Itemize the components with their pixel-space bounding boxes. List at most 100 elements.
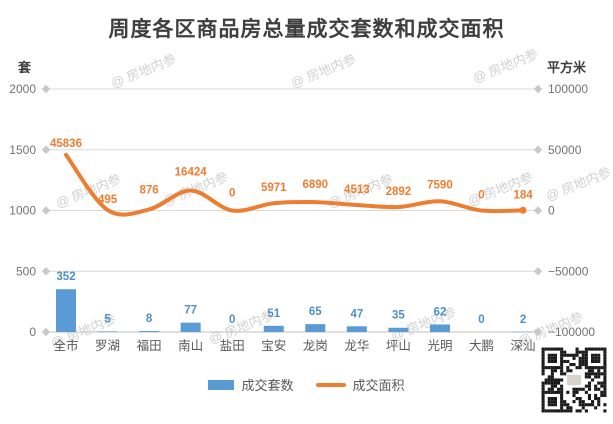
qr-module [560, 400, 564, 404]
qr-module [550, 384, 554, 388]
qr-module [594, 347, 598, 351]
bar-罗湖 [97, 331, 118, 332]
qr-module [584, 372, 588, 376]
qr-module [603, 359, 607, 363]
qr-module [587, 372, 591, 376]
bar-龙华 [346, 326, 367, 332]
qr-module [597, 403, 601, 407]
qr-module [584, 409, 588, 413]
qr-module [600, 393, 604, 397]
qr-module [597, 387, 601, 391]
qr-module [578, 359, 582, 363]
qr-module [544, 409, 548, 413]
qr-module [591, 366, 595, 370]
bar-福田 [139, 331, 160, 332]
qr-module [569, 363, 573, 367]
qr-module [587, 347, 591, 351]
qr-module [560, 359, 564, 363]
qr-module [581, 350, 585, 354]
qr-module [587, 366, 591, 370]
right-axis-tick: −50000 [548, 264, 589, 278]
qr-module [597, 369, 601, 373]
qr-module [563, 403, 567, 407]
line-value-label: 184 [513, 189, 533, 201]
legend-label-units: 成交套数 [241, 378, 294, 393]
category-label: 盐田 [220, 339, 245, 353]
legend-item-units: 成交套数 [208, 375, 294, 394]
bar-南山 [180, 322, 201, 332]
qr-module [553, 359, 557, 363]
line-value-label: 0 [229, 188, 235, 200]
qr-module [603, 384, 607, 388]
qr-module [544, 378, 548, 382]
qr-module [600, 366, 604, 370]
qr-module [603, 353, 607, 357]
qr-module [584, 384, 588, 388]
qr-module [578, 350, 582, 354]
qr-module [594, 356, 598, 360]
qr-module [603, 390, 607, 394]
qr-module [547, 387, 551, 391]
qr-module [566, 409, 570, 413]
qr-module [603, 347, 607, 351]
line-series-swatch [315, 382, 346, 387]
qr-module [541, 366, 545, 370]
qr-module [587, 375, 591, 379]
qr-module [578, 403, 582, 407]
bar-series-swatch [208, 379, 235, 390]
qr-module [572, 387, 576, 391]
line-value-label: 495 [98, 194, 118, 206]
qr-module [572, 363, 576, 367]
qr-module [594, 359, 598, 363]
qr-module [550, 397, 554, 401]
qr-module [550, 356, 554, 360]
qr-module [560, 384, 564, 388]
qr-module [547, 381, 551, 385]
bar-宝安 [263, 325, 284, 332]
qr-module [591, 359, 595, 363]
qr-module [594, 387, 598, 391]
qr-module [603, 378, 607, 382]
qr-module [591, 356, 595, 360]
qr-module [594, 406, 598, 410]
qr-module [597, 400, 601, 404]
qr-module [584, 356, 588, 360]
left-axis-tick: 0 [29, 325, 36, 339]
qr-module [575, 366, 579, 370]
qr-module [560, 403, 564, 407]
qr-module [603, 381, 607, 385]
qr-module [563, 359, 567, 363]
qr-module [553, 400, 557, 404]
qr-module [553, 409, 557, 413]
line-value-label: 45836 [50, 138, 82, 150]
qr-module [547, 378, 551, 382]
line-end-marker [519, 206, 527, 214]
qr-module [584, 403, 588, 407]
qr-module [547, 356, 551, 360]
qr-module [553, 403, 557, 407]
qr-module [581, 353, 585, 357]
qr-module [550, 390, 554, 394]
gridline-diamond-marker [41, 327, 51, 337]
qr-module [550, 403, 554, 407]
qr-module [587, 387, 591, 391]
category-label: 深汕 [511, 339, 536, 353]
qr-module [569, 369, 573, 373]
qr-module [591, 378, 595, 382]
left-axis-unit: 套 [18, 60, 32, 75]
qr-module [603, 409, 607, 413]
qr-module [550, 372, 554, 376]
category-label: 罗湖 [95, 338, 120, 353]
qr-module [547, 390, 551, 394]
qr-module [550, 387, 554, 391]
qr-module [572, 353, 576, 357]
qr-module [553, 390, 557, 394]
right-axis-tick: −100000 [548, 325, 595, 339]
left-axis-tick: 2000 [9, 82, 36, 96]
gridline-diamond-marker [533, 84, 543, 94]
bar-value-label: 62 [434, 306, 447, 318]
qr-module [550, 378, 554, 382]
qr-module [566, 403, 570, 407]
qr-module [560, 366, 564, 370]
